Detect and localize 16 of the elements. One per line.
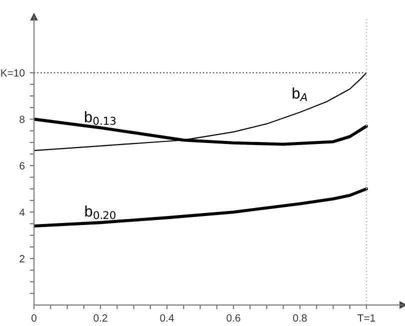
x-tick-label: 0.6	[226, 314, 240, 322]
y-tick-label: 2	[20, 255, 24, 262]
series-label: b$_{0.20}$	[85, 205, 116, 220]
y-tick-label: 8	[20, 116, 25, 124]
line-series	[34, 187, 368, 228]
y-tick-label: 6	[20, 162, 25, 170]
y-tick-label: K=10	[1, 69, 25, 77]
series-label: b$_{0.13}$	[84, 111, 116, 125]
x-tick-label: T=1	[358, 314, 376, 322]
line-series	[34, 72, 367, 152]
y-tick-label: 4	[19, 208, 25, 216]
series-label: b$_{A}$	[292, 87, 307, 102]
x-tick-label: 0.2	[94, 314, 108, 322]
x-tick-label: 0	[32, 314, 36, 322]
x-tick-label: 0.8	[293, 314, 307, 322]
x-tick-label: 0.4	[160, 314, 174, 322]
